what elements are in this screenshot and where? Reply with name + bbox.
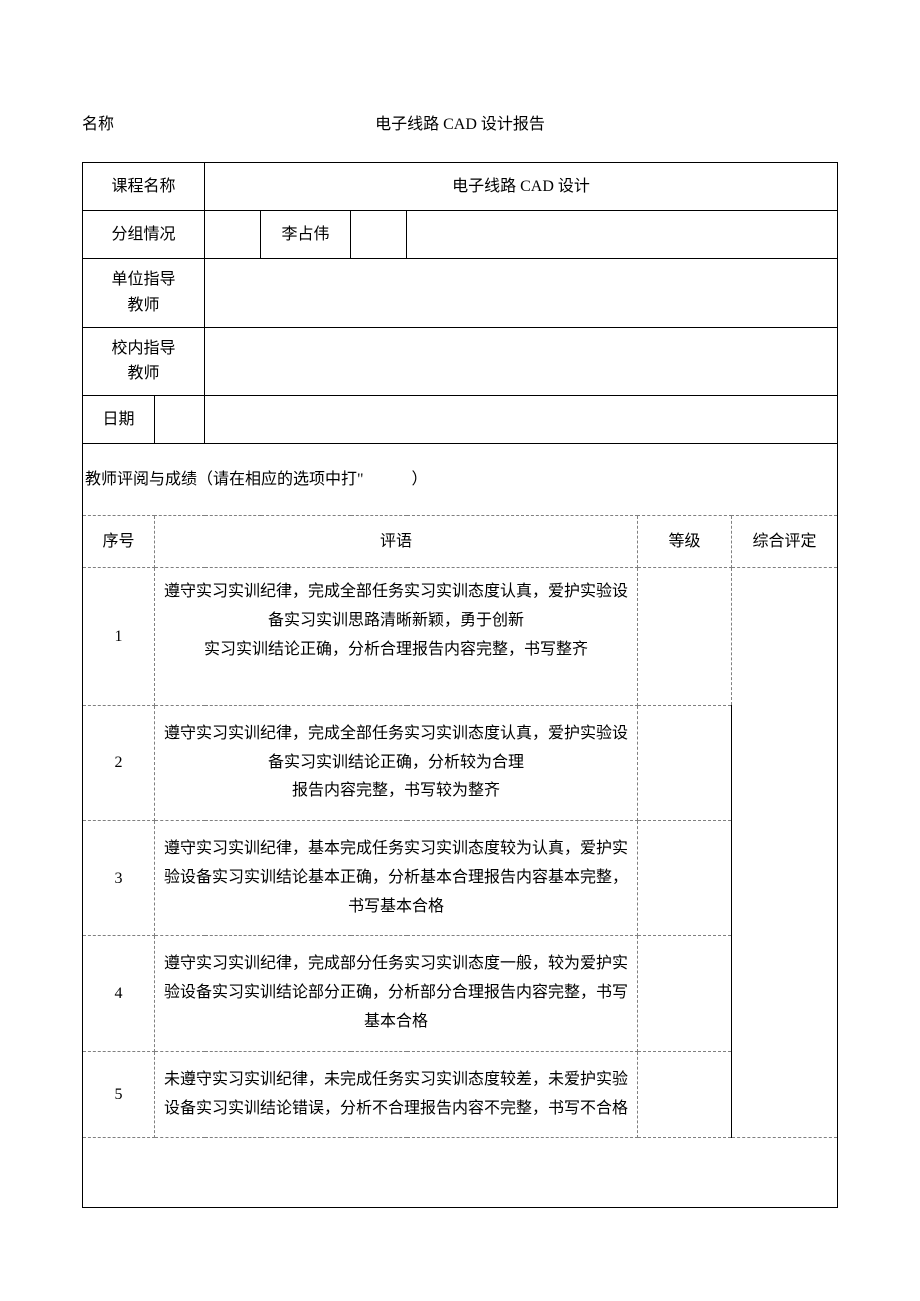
group-row: 分组情况 李占伟 xyxy=(83,211,838,259)
seq-header: 序号 xyxy=(83,516,155,568)
header-title: 电子线路 CAD 设计报告 xyxy=(162,110,838,134)
school-teacher-value xyxy=(205,327,838,395)
school-teacher-row: 校内指导教师 xyxy=(83,327,838,395)
grade-cell xyxy=(638,821,732,936)
seq-cell: 4 xyxy=(83,936,155,1051)
table-row: 1 遵守实习实训纪律，完成全部任务实习实训态度认真，爱护实验设备实习实训思路清晰… xyxy=(83,568,838,705)
unit-teacher-value xyxy=(205,259,838,327)
course-row: 课程名称 电子线路 CAD 设计 xyxy=(83,163,838,211)
comment-cell: 遵守实习实训纪律，基本完成任务实习实训态度较为认真，爱护实验设备实习实训结论基本… xyxy=(155,821,638,936)
score-cell xyxy=(732,568,838,1138)
comment-cell: 未遵守实习实训纪律，未完成任务实习实训态度较差，未爱护实验设备实习实训结论错误，… xyxy=(155,1051,638,1138)
eval-section-row: 教师评阅与成绩（请在相应的选项中打" ） xyxy=(83,443,838,515)
eval-header-row: 序号 评语 等级 综合评定 xyxy=(83,516,838,568)
grade-cell xyxy=(638,936,732,1051)
group-blank1 xyxy=(205,211,261,259)
course-label: 课程名称 xyxy=(83,163,205,211)
school-teacher-label: 校内指导教师 xyxy=(83,327,205,395)
table-row: 3 遵守实习实训纪律，基本完成任务实习实训态度较为认真，爱护实验设备实习实训结论… xyxy=(83,821,838,936)
page-header: 名称 电子线路 CAD 设计报告 xyxy=(82,110,838,134)
seq-cell: 3 xyxy=(83,821,155,936)
date-row: 日期 xyxy=(83,395,838,443)
comment-header: 评语 xyxy=(155,516,638,568)
table-row: 2 遵守实习实训纪律，完成全部任务实习实训态度认真，爱护实验设备实习实训结论正确… xyxy=(83,705,838,820)
date-label: 日期 xyxy=(83,395,155,443)
date-value xyxy=(205,395,838,443)
report-table: 课程名称 电子线路 CAD 设计 分组情况 李占伟 单位指导教师 校内指导教师 … xyxy=(82,162,838,1208)
group-name: 李占伟 xyxy=(261,211,351,259)
date-blank1 xyxy=(155,395,205,443)
eval-section-title: 教师评阅与成绩（请在相应的选项中打" ） xyxy=(83,443,838,515)
group-blank3 xyxy=(407,211,838,259)
comment-cell: 遵守实习实训纪律，完成全部任务实习实训态度认真，爱护实验设备实习实训结论正确，分… xyxy=(155,705,638,820)
group-blank2 xyxy=(351,211,407,259)
group-label: 分组情况 xyxy=(83,211,205,259)
empty-cell xyxy=(83,1138,838,1208)
unit-teacher-row: 单位指导教师 xyxy=(83,259,838,327)
table-row: 5 未遵守实习实训纪律，未完成任务实习实训态度较差，未爱护实验设备实习实训结论错… xyxy=(83,1051,838,1138)
grade-cell xyxy=(638,1051,732,1138)
grade-header: 等级 xyxy=(638,516,732,568)
unit-teacher-label: 单位指导教师 xyxy=(83,259,205,327)
seq-cell: 5 xyxy=(83,1051,155,1138)
table-row: 4 遵守实习实训纪律，完成部分任务实习实训态度一般，较为爱护实验设备实习实训结论… xyxy=(83,936,838,1051)
grade-cell xyxy=(638,568,732,705)
seq-cell: 1 xyxy=(83,568,155,705)
course-value: 电子线路 CAD 设计 xyxy=(205,163,838,211)
score-header: 综合评定 xyxy=(732,516,838,568)
header-left-label: 名称 xyxy=(82,110,162,134)
empty-row xyxy=(83,1138,838,1208)
seq-cell: 2 xyxy=(83,705,155,820)
comment-cell: 遵守实习实训纪律，完成全部任务实习实训态度认真，爱护实验设备实习实训思路清晰新颖… xyxy=(155,568,638,705)
comment-cell: 遵守实习实训纪律，完成部分任务实习实训态度一般，较为爱护实验设备实习实训结论部分… xyxy=(155,936,638,1051)
grade-cell xyxy=(638,705,732,820)
